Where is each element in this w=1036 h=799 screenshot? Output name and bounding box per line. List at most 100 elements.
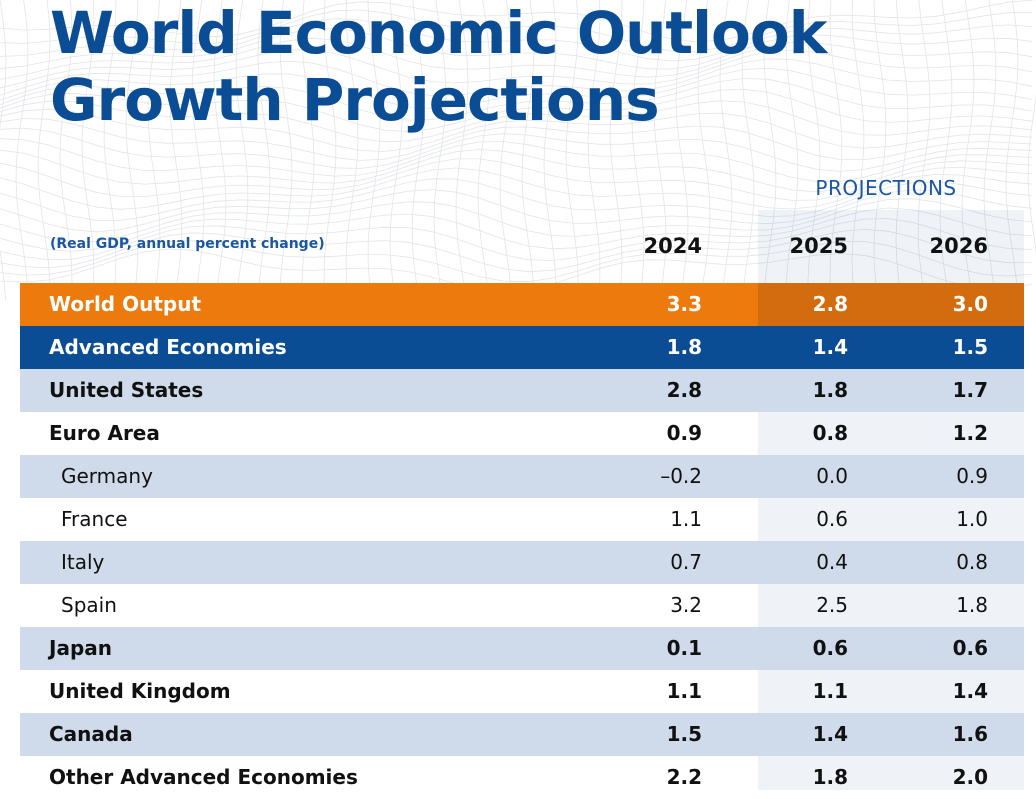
value-cell-2025: 1.4 (812, 335, 848, 359)
page-title: World Economic Outlook Growth Projection… (50, 0, 827, 134)
mesh-line (15, 0, 29, 300)
value-cell-2024: 3.3 (666, 292, 702, 316)
row-label: Italy (61, 550, 105, 574)
value-cell-2025: 1.8 (812, 765, 848, 789)
mesh-line (983, 0, 997, 300)
title-line-2: Growth Projections (50, 66, 660, 134)
value-cell-2026: 1.5 (952, 335, 988, 359)
year-header-2025: 2025 (789, 234, 848, 258)
mesh-line (0, 0, 7, 300)
table-row: Euro Area 0.9 0.8 1.2 (20, 412, 1024, 455)
mesh-line (587, 0, 601, 300)
mesh-line (0, 189, 1033, 233)
value-cell-2026: 0.8 (956, 550, 988, 574)
mesh-line (0, 37, 1033, 80)
mesh-line (763, 0, 777, 300)
value-cell-2026: 1.4 (952, 679, 988, 703)
mesh-line (411, 0, 425, 300)
mesh-line (0, 58, 1033, 97)
value-cell-2024: 1.5 (666, 722, 702, 746)
row-label: United Kingdom (49, 679, 231, 703)
value-cell-2026: 2.0 (952, 765, 988, 789)
mesh-line (103, 0, 117, 300)
mesh-line (235, 0, 249, 300)
value-cell-2025: 0.4 (816, 550, 848, 574)
mesh-line (939, 0, 953, 300)
mesh-line (895, 0, 909, 300)
mesh-line (0, 127, 1033, 172)
value-cell-2026: 1.2 (952, 421, 988, 445)
mesh-line (697, 0, 711, 300)
mesh-line (0, 100, 1033, 143)
value-cell-2025: 0.0 (816, 464, 848, 488)
mesh-line (0, 167, 1033, 210)
year-header-2026: 2026 (929, 234, 988, 258)
table-row: Japan 0.1 0.6 0.6 (20, 627, 1024, 670)
mesh-line (0, 138, 1033, 182)
table-row: Germany –0.2 0.0 0.9 (20, 455, 1024, 498)
growth-table: World Output 3.3 2.8 3.0 Advanced Economies 1… (20, 283, 1024, 799)
value-cell-2025: 1.1 (812, 679, 848, 703)
year-header-2024: 2024 (643, 234, 702, 258)
value-cell-2025: 1.8 (812, 378, 848, 402)
table-row: United Kingdom 1.1 1.1 1.4 (20, 670, 1024, 713)
mesh-line (191, 0, 205, 300)
mesh-line (0, 240, 1033, 283)
mesh-line (873, 0, 887, 300)
table-row: United States 2.8 1.8 1.7 (20, 369, 1024, 412)
row-label: France (61, 507, 128, 531)
mesh-line (125, 0, 139, 300)
value-cell-2025: 0.6 (816, 507, 848, 531)
value-cell-2024: 1.1 (670, 507, 702, 531)
mesh-line (147, 0, 161, 300)
mesh-line (59, 0, 73, 300)
row-label: Germany (61, 464, 153, 488)
value-cell-2026: 0.9 (956, 464, 988, 488)
mesh-line (961, 0, 975, 300)
mesh-line (389, 0, 403, 300)
mesh-line (0, 27, 1033, 70)
mesh-line (653, 0, 667, 300)
row-label: Japan (49, 636, 112, 660)
mesh-line (477, 0, 491, 300)
mesh-line (323, 0, 337, 300)
value-cell-2024: 0.9 (666, 421, 702, 445)
value-cell-2025: 2.8 (812, 292, 848, 316)
table-row: Other Advanced Economies 2.2 1.8 2.0 (20, 756, 1024, 799)
row-label: Advanced Economies (49, 335, 287, 359)
mesh-line (455, 0, 469, 300)
value-cell-2025: 2.5 (816, 593, 848, 617)
mesh-line (0, 198, 1033, 242)
value-cell-2026: 1.0 (956, 507, 988, 531)
mesh-line (213, 0, 227, 300)
row-label: Euro Area (49, 421, 160, 445)
mesh-line (719, 0, 733, 300)
value-cell-2024: 0.7 (670, 550, 702, 574)
mesh-line (37, 0, 51, 300)
table-row: Spain 3.2 2.5 1.8 (20, 584, 1024, 627)
value-cell-2024: 2.8 (666, 378, 702, 402)
mesh-line (675, 0, 689, 300)
value-cell-2025: 1.4 (812, 722, 848, 746)
mesh-line (851, 0, 865, 300)
mesh-line (0, 0, 1033, 43)
mesh-line (829, 0, 843, 300)
value-cell-2025: 0.8 (812, 421, 848, 445)
row-label: Other Advanced Economies (49, 765, 358, 789)
value-cell-2026: 1.8 (956, 593, 988, 617)
table-row: Italy 0.7 0.4 0.8 (20, 541, 1024, 584)
mesh-line (917, 0, 931, 300)
mesh-line (0, 178, 1033, 221)
value-cell-2024: 3.2 (670, 593, 702, 617)
table-row: Canada 1.5 1.4 1.6 (20, 713, 1024, 756)
mesh-line (521, 0, 535, 300)
mesh-line (785, 0, 799, 300)
value-cell-2024: 0.1 (666, 636, 702, 660)
mesh-line (169, 0, 183, 300)
mesh-line (0, 207, 1033, 252)
value-cell-2024: –0.2 (660, 464, 702, 488)
mesh-line (0, 77, 1033, 121)
mesh-line (345, 0, 359, 300)
mesh-line (609, 0, 623, 300)
background-mesh-pattern (0, 0, 1036, 300)
